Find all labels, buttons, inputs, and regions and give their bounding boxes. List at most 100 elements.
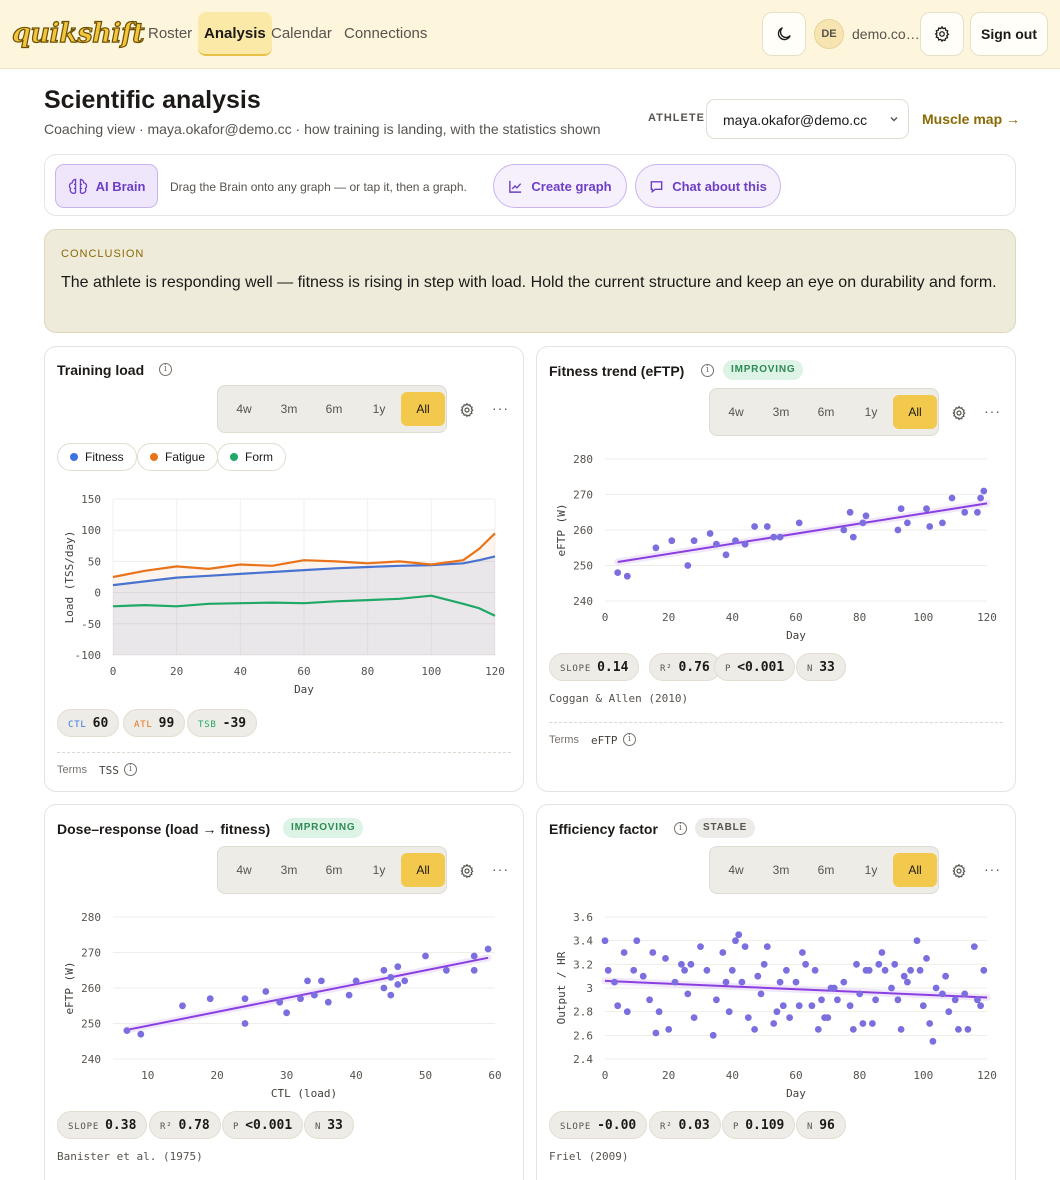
page-subtitle: Coaching view · maya.okafor@demo.cc · ho…	[44, 121, 601, 137]
range-4w[interactable]: 4w	[236, 402, 252, 416]
more-menu-icon[interactable]: ···	[492, 400, 509, 416]
dose-point	[394, 963, 402, 971]
range-1y[interactable]: 1y	[864, 405, 878, 419]
stat-value: 60	[92, 716, 109, 731]
range-all[interactable]: All	[401, 853, 445, 887]
range-6m[interactable]: 6m	[817, 405, 835, 419]
training-load-chart: 150 100 50 0 -50 -100 0 20 40 60 80 100 120 Day Load (…	[63, 493, 505, 696]
app-logo[interactable]: quikshift	[11, 17, 145, 49]
muscle-map-link[interactable]: Muscle map →	[922, 111, 1021, 127]
sign-out-button[interactable]: Sign out	[970, 12, 1048, 56]
y-axis-label: eFTP (W)	[555, 504, 568, 557]
range-1y[interactable]: 1y	[372, 402, 386, 416]
nav-analysis[interactable]: Analysis	[198, 12, 272, 56]
nav-roster[interactable]: Roster	[148, 25, 193, 42]
more-menu-icon[interactable]: ···	[984, 403, 1001, 419]
info-icon[interactable]: i	[674, 822, 687, 835]
brain-icon	[68, 178, 87, 194]
range-4w[interactable]: 4w	[728, 405, 744, 419]
chat-about-this-button[interactable]: Chat about this	[635, 164, 781, 208]
range-3m[interactable]: 3m	[772, 405, 790, 419]
athlete-select[interactable]: maya.okafor@demo.cc	[706, 99, 909, 139]
info-icon[interactable]: i	[623, 733, 636, 746]
range-1y[interactable]: 1y	[864, 863, 878, 877]
range-1y[interactable]: 1y	[372, 863, 386, 877]
range-6m[interactable]: 6m	[325, 863, 343, 877]
settings-button[interactable]	[920, 12, 964, 56]
efficiency-factor-chart: 3.6 3.4 3.2 3 2.8 2.6 2.4 0 20 40 60 80 100 120 Day Out…	[555, 911, 997, 1100]
stat-p: P 0.109	[722, 1111, 796, 1139]
fitness-line	[112, 555, 496, 587]
ef-point	[980, 966, 988, 974]
dose-point	[387, 974, 395, 981]
nav-connections[interactable]: Connections	[344, 25, 428, 42]
x-tick-label: 40	[234, 665, 247, 678]
status-badge: STABLE	[695, 818, 756, 838]
ef-point	[878, 949, 886, 956]
range-3m[interactable]: 3m	[280, 863, 298, 877]
stat-slope: SLOPE -0.00	[549, 1111, 648, 1139]
create-graph-button[interactable]: Create graph	[493, 164, 627, 208]
gear-icon[interactable]	[951, 863, 967, 879]
eftp-point	[980, 487, 988, 495]
eftp-point	[741, 540, 749, 548]
account-name[interactable]: demo.co…	[852, 26, 920, 42]
legend-fatigue[interactable]: Fatigue	[137, 443, 219, 471]
stat-value: 0.38	[105, 1118, 137, 1133]
page-title: Scientific analysis	[44, 86, 261, 114]
range-4w[interactable]: 4w	[728, 863, 744, 877]
nav-calendar[interactable]: Calendar	[271, 25, 332, 42]
x-axis-label: Day	[786, 629, 806, 642]
x-tick-label: 20	[211, 1069, 224, 1082]
fatigue-area	[113, 533, 495, 655]
term-eftp[interactable]: eFTP	[591, 734, 618, 747]
legend-fitness-label: Fitness	[85, 450, 124, 464]
dose-point	[241, 1020, 249, 1027]
conclusion-label: CONCLUSION	[61, 248, 145, 260]
ef-point	[646, 996, 653, 1004]
avatar[interactable]: DE	[814, 19, 844, 49]
range-all[interactable]: All	[893, 395, 937, 429]
eftp-point	[722, 551, 730, 559]
x-tick-label: 0	[602, 1069, 609, 1082]
dose-point	[443, 966, 450, 974]
x-tick-label: 120	[977, 1069, 997, 1082]
eftp-point	[846, 508, 854, 516]
range-3m[interactable]: 3m	[280, 402, 298, 416]
range-all[interactable]: All	[893, 853, 937, 887]
ef-point	[623, 1008, 631, 1016]
y-tick-label: 240	[81, 1053, 101, 1066]
info-icon[interactable]: i	[701, 364, 714, 377]
info-icon[interactable]: i	[159, 363, 172, 376]
legend-fitness[interactable]: Fitness	[57, 443, 137, 471]
more-menu-icon[interactable]: ···	[492, 861, 509, 877]
x-tick-label: 60	[789, 1069, 802, 1082]
ef-point	[665, 1026, 673, 1033]
stat-value: -39	[222, 716, 247, 731]
range-4w[interactable]: 4w	[236, 863, 252, 877]
range-6m[interactable]: 6m	[325, 402, 343, 416]
range-6m[interactable]: 6m	[817, 863, 835, 877]
gear-icon[interactable]	[951, 405, 967, 421]
y-tick-label: 100	[81, 524, 101, 537]
ef-point	[977, 1002, 984, 1010]
term-tss[interactable]: TSS	[99, 764, 119, 777]
range-3m[interactable]: 3m	[772, 863, 790, 877]
info-icon[interactable]: i	[124, 763, 137, 776]
stat-n: N 96	[796, 1111, 846, 1139]
more-menu-icon[interactable]: ···	[984, 861, 1001, 877]
y-tick-label: 2.4	[573, 1053, 593, 1066]
range-all[interactable]: All	[401, 392, 445, 426]
gear-icon[interactable]	[459, 863, 475, 879]
dose-point	[304, 977, 311, 985]
stat-value: 0.78	[178, 1118, 210, 1133]
eftp-point	[974, 508, 981, 516]
theme-toggle-button[interactable]	[762, 12, 806, 56]
stat-r2: R² 0.78	[149, 1111, 221, 1139]
ef-point	[655, 1008, 663, 1016]
legend-form[interactable]: Form	[217, 443, 286, 471]
gear-icon[interactable]	[459, 402, 475, 418]
ef-point	[964, 1026, 972, 1033]
ai-brain-button[interactable]: AI Brain	[55, 164, 158, 208]
fitness-trend-card: Fitness trend (eFTP) i IMPROVING 4w 3m 6…	[536, 346, 1016, 792]
